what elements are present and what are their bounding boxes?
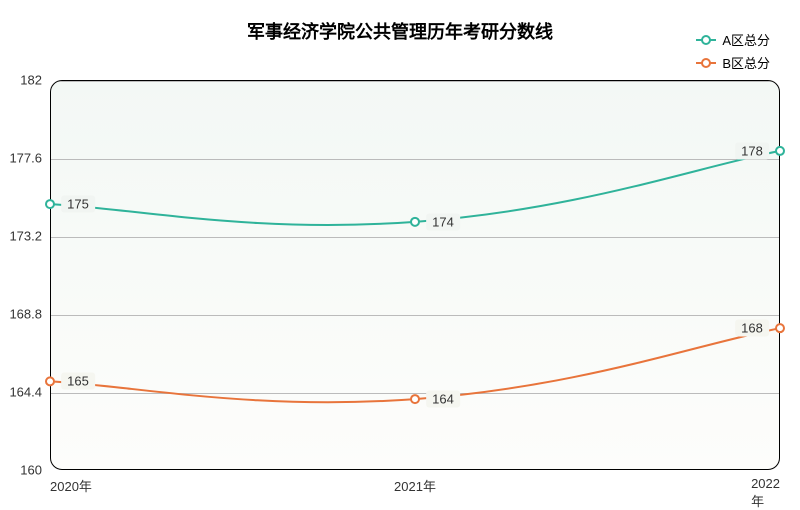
y-tick-label: 164.4: [9, 385, 42, 400]
legend-item-b: B区总分: [696, 53, 770, 72]
legend-label-b: B区总分: [722, 53, 770, 72]
legend-swatch-a: [696, 39, 716, 41]
data-label: 164: [426, 391, 460, 408]
y-tick-label: 173.2: [9, 229, 42, 244]
data-marker: [776, 147, 784, 155]
y-tick-label: 160: [20, 463, 42, 478]
legend-label-a: A区总分: [722, 30, 770, 49]
x-tick-label: 2020年: [50, 476, 92, 495]
data-label: 174: [426, 213, 460, 230]
series-line: [50, 328, 780, 402]
x-tick-label: 2021年: [394, 476, 436, 495]
x-tick-label: 2022年: [751, 476, 780, 510]
data-marker: [46, 377, 54, 385]
data-marker: [411, 218, 419, 226]
legend: A区总分 B区总分: [696, 30, 770, 76]
data-label: 168: [735, 320, 769, 337]
data-marker: [776, 324, 784, 332]
data-marker: [411, 395, 419, 403]
line-layer: [50, 80, 780, 470]
series-line: [50, 151, 780, 225]
y-tick-label: 168.8: [9, 307, 42, 322]
data-label: 165: [61, 373, 95, 390]
legend-swatch-b: [696, 62, 716, 64]
legend-item-a: A区总分: [696, 30, 770, 49]
chart-container: 军事经济学院公共管理历年考研分数线 A区总分 B区总分 160164.4168.…: [0, 0, 800, 500]
data-label: 175: [61, 196, 95, 213]
chart-title: 军事经济学院公共管理历年考研分数线: [247, 18, 553, 44]
y-tick-label: 182: [20, 73, 42, 88]
plot-area: 160164.4168.8173.2177.61822020年2021年2022…: [50, 80, 780, 470]
data-marker: [46, 200, 54, 208]
data-label: 178: [735, 142, 769, 159]
y-tick-label: 177.6: [9, 151, 42, 166]
